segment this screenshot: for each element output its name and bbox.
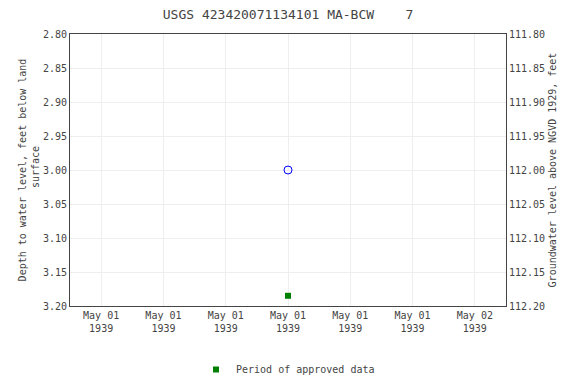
svg-text:112.00: 112.00 (509, 165, 545, 176)
svg-text:111.85: 111.85 (509, 63, 545, 74)
svg-text:Period of approved data: Period of approved data (236, 364, 374, 375)
svg-text:2.80: 2.80 (43, 29, 67, 40)
svg-text:112.15: 112.15 (509, 267, 545, 278)
svg-text:May 011939: May 011939 (332, 310, 368, 334)
svg-text:111.90: 111.90 (509, 97, 545, 108)
svg-text:May 021939: May 021939 (457, 310, 493, 334)
svg-text:May 011939: May 011939 (208, 310, 244, 334)
svg-text:112.05: 112.05 (509, 199, 545, 210)
svg-text:May 011939: May 011939 (83, 310, 119, 334)
svg-text:3.05: 3.05 (43, 199, 67, 210)
svg-text:Depth to water level, feet bel: Depth to water level, feet below land su… (17, 59, 41, 282)
svg-text:2.90: 2.90 (43, 97, 67, 108)
svg-text:Groundwater level above NGVD 1: Groundwater level above NGVD 1929, feet (547, 53, 558, 288)
svg-text:111.80: 111.80 (509, 29, 545, 40)
svg-text:May 011939: May 011939 (145, 310, 181, 334)
svg-text:USGS 423420071134101 MA-BCW: USGS 423420071134101 MA-BCW 7 (163, 7, 413, 22)
svg-text:3.20: 3.20 (43, 301, 67, 312)
svg-text:112.20: 112.20 (509, 301, 545, 312)
svg-text:3.15: 3.15 (43, 267, 67, 278)
svg-text:2.85: 2.85 (43, 63, 67, 74)
svg-text:112.10: 112.10 (509, 233, 545, 244)
svg-text:111.95: 111.95 (509, 131, 545, 142)
svg-text:May 011939: May 011939 (395, 310, 431, 334)
svg-text:2.95: 2.95 (43, 131, 67, 142)
svg-text:3.10: 3.10 (43, 233, 67, 244)
svg-text:May 011939: May 011939 (270, 310, 306, 334)
svg-text:3.00: 3.00 (43, 165, 67, 176)
